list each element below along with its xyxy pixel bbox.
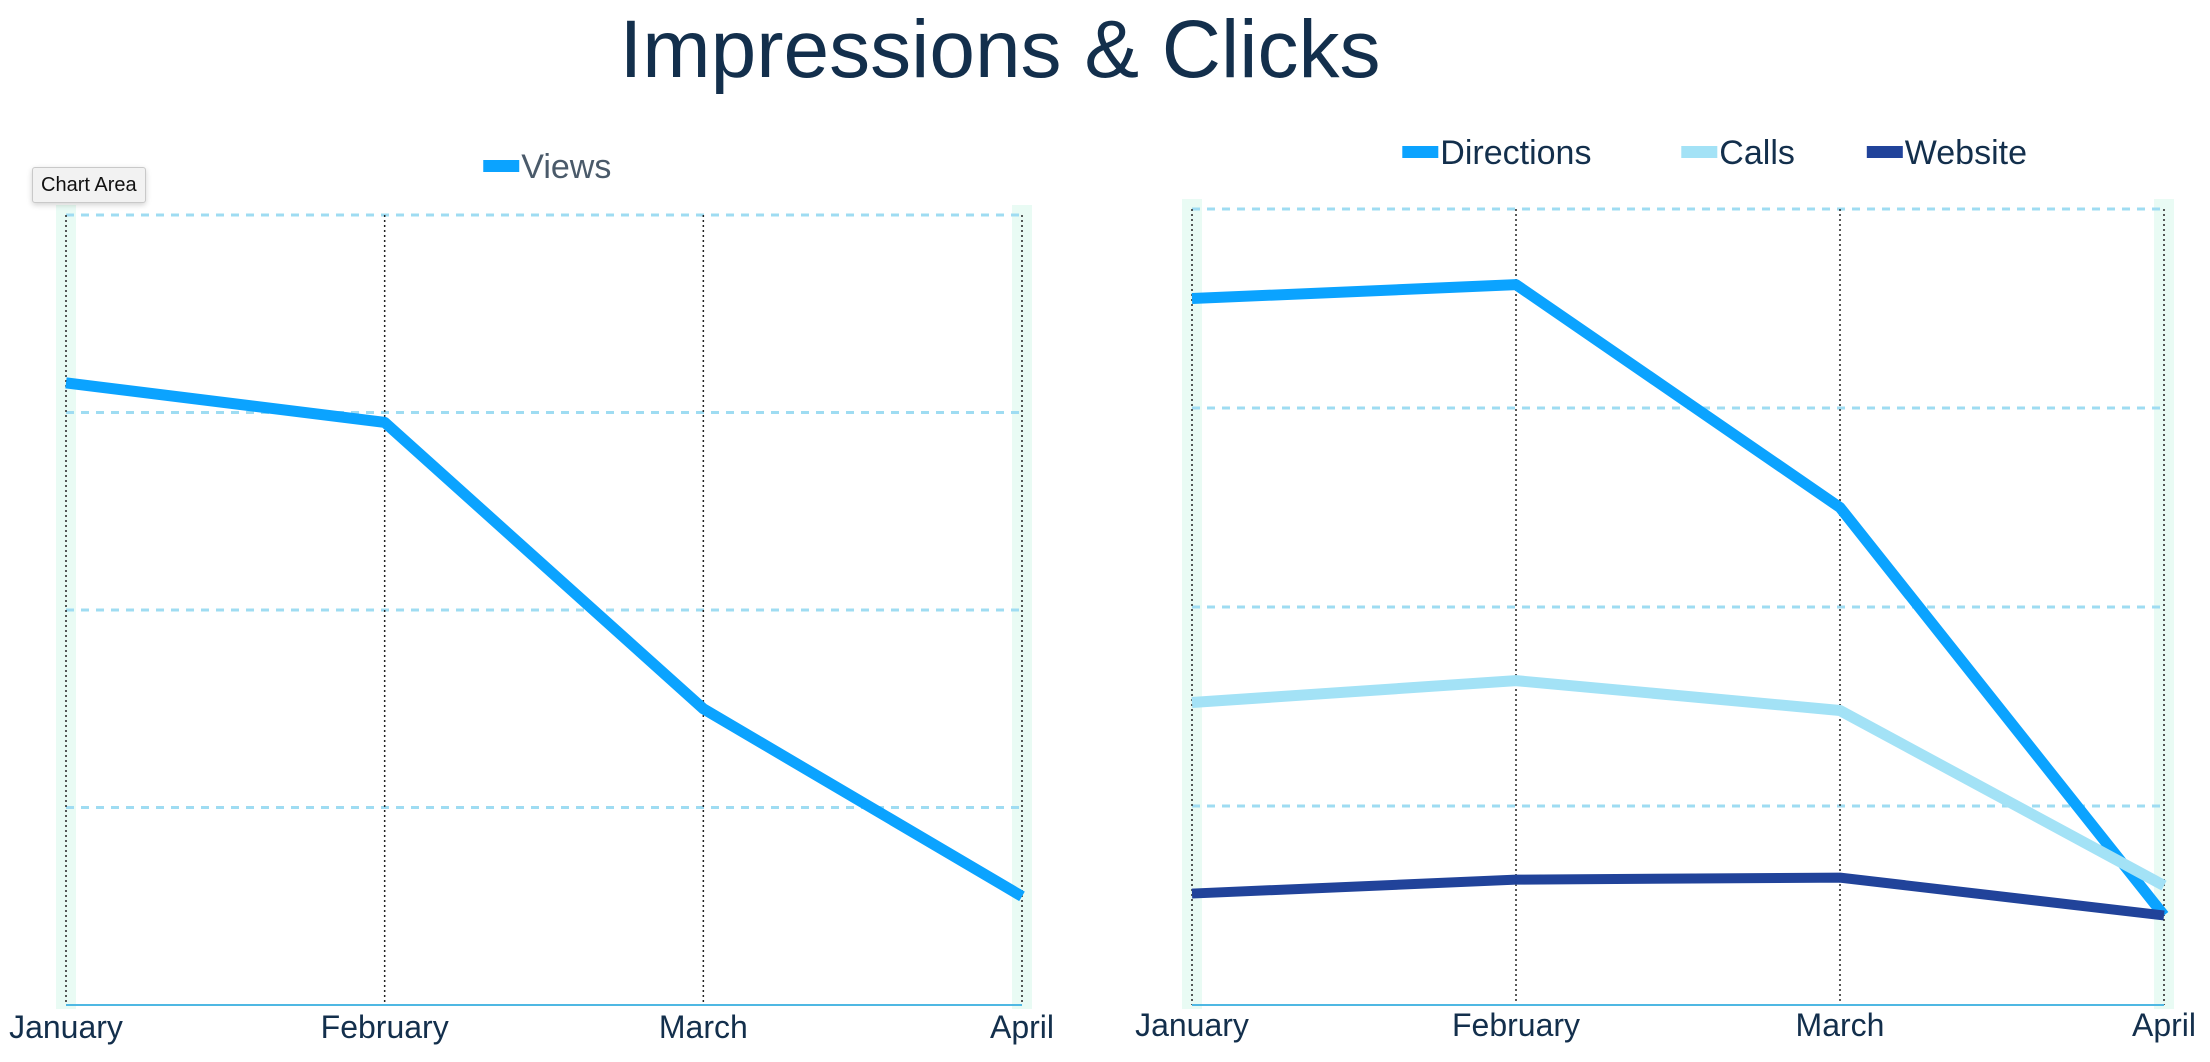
legend-swatch	[1866, 146, 1903, 158]
x-tick-label: April	[2132, 1007, 2196, 1043]
chart-1: January February March April Views	[9, 148, 1054, 1045]
legend-label: Views	[521, 148, 611, 186]
chart-area-tooltip: Chart Area	[32, 167, 146, 203]
chart-title: Impressions & Clicks	[619, 4, 1381, 95]
series-line-calls	[1191, 675, 2167, 891]
legend-swatch	[1402, 146, 1439, 158]
x-tick-label: March	[1796, 1007, 1885, 1043]
series-line-website	[1191, 872, 2165, 921]
legend-label: Directions	[1440, 134, 1591, 172]
series-line-directions	[1191, 279, 2169, 919]
x-tick-label: April	[990, 1009, 1054, 1045]
legend-swatch	[1681, 146, 1718, 158]
x-tick-label: January	[9, 1009, 123, 1045]
x-tick-label: February	[1452, 1007, 1580, 1043]
legend-swatch	[483, 160, 520, 172]
x-tick-label: February	[321, 1009, 449, 1045]
chart-2: January February March April Directions Calls…	[1135, 134, 2196, 1043]
legend-label: Calls	[1719, 134, 1795, 172]
x-tick-label: March	[659, 1009, 748, 1045]
x-tick-label: January	[1135, 1007, 1249, 1043]
series-line-views	[65, 377, 1025, 902]
legend-label: Website	[1905, 134, 2027, 172]
